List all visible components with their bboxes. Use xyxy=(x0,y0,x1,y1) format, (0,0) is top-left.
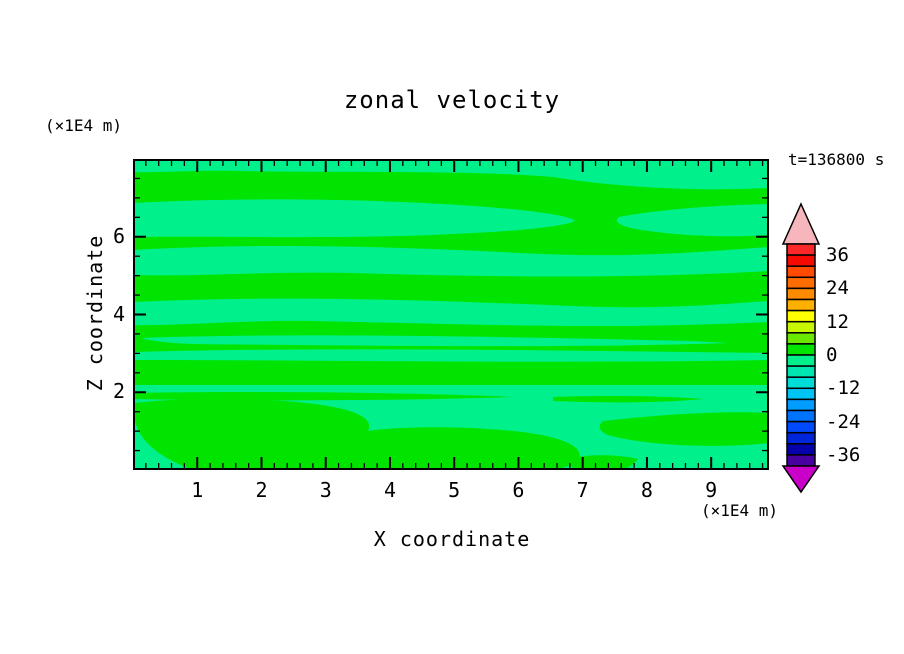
colorbar-segment xyxy=(786,243,816,256)
colorbar-segment xyxy=(786,454,816,467)
x-tick-label: 8 xyxy=(640,478,653,502)
contour-plot xyxy=(133,159,769,470)
contour-band-region xyxy=(133,349,769,362)
x-tick-label: 2 xyxy=(255,478,268,502)
contour-fill-islands xyxy=(133,392,769,470)
x-tick-label: 3 xyxy=(319,478,332,502)
contour-band-region xyxy=(133,199,575,238)
x-tick-label: 5 xyxy=(448,478,461,502)
colorbar-segment xyxy=(786,354,816,367)
x-tick-label: 7 xyxy=(576,478,589,502)
colorbar-segment xyxy=(786,409,816,423)
colorbar-segment xyxy=(786,276,816,290)
z-tick-label: 2 xyxy=(112,379,125,404)
colorbar-tick-label: 0 xyxy=(826,344,838,366)
colorbar-segments xyxy=(786,243,816,467)
colorbar-segment xyxy=(786,309,816,323)
colorbar-segment xyxy=(786,420,816,434)
x-axis-title: X coordinate xyxy=(373,527,531,551)
colorbar-segment xyxy=(786,376,816,390)
colorbar-segment xyxy=(786,265,816,279)
colorbar-segment xyxy=(786,431,816,445)
colorbar-below-min-arrow xyxy=(781,465,821,494)
x-axis-units-label: (×1E4 m) xyxy=(700,501,778,520)
colorbar-segment xyxy=(786,254,816,267)
colorbar-tick-label: -36 xyxy=(826,443,861,466)
z-tick-label: 6 xyxy=(112,223,125,248)
colorbar-segment xyxy=(786,343,816,356)
contour-band-region xyxy=(133,246,769,277)
colorbar-above-max-arrow xyxy=(781,202,821,245)
x-tick-label: 4 xyxy=(383,478,396,502)
contour-band-region xyxy=(133,159,769,190)
colorbar-tick-label: 24 xyxy=(826,277,849,300)
colorbar-tick-label: -12 xyxy=(826,377,861,400)
time-annotation: t=136800 s xyxy=(788,150,885,169)
colorbar-segment xyxy=(786,443,816,456)
colorbar-segment xyxy=(786,398,816,412)
contour-band-region xyxy=(141,335,729,347)
contour-band-region xyxy=(563,455,638,470)
x-tick-label: 9 xyxy=(705,478,718,502)
colorbar-segment xyxy=(786,287,816,301)
colorbar-segment xyxy=(786,320,816,334)
plot-border xyxy=(133,159,769,470)
contour-band-region xyxy=(553,395,703,403)
z-tick-label: 4 xyxy=(112,301,125,326)
colorbar-segment xyxy=(786,365,816,378)
chart-title: zonal velocity xyxy=(343,86,561,114)
contour-band-region xyxy=(599,412,769,446)
contour-band-region xyxy=(133,298,769,326)
colorbar-segment xyxy=(786,332,816,345)
z-axis-units-label: (×1E4 m) xyxy=(45,116,123,135)
x-tick-label: 1 xyxy=(191,478,204,502)
contour-band-region xyxy=(616,204,769,237)
colorbar-tick-label: -24 xyxy=(826,410,861,433)
colorbar-tick-label: 12 xyxy=(826,310,849,333)
colorbar-tick-label: 36 xyxy=(826,244,849,267)
colorbar xyxy=(781,202,821,494)
contour-band-region xyxy=(133,392,513,401)
contour-band-region xyxy=(133,398,580,470)
x-tick-label: 6 xyxy=(512,478,525,502)
colorbar-segment xyxy=(786,387,816,401)
colorbar-segment xyxy=(786,298,816,312)
